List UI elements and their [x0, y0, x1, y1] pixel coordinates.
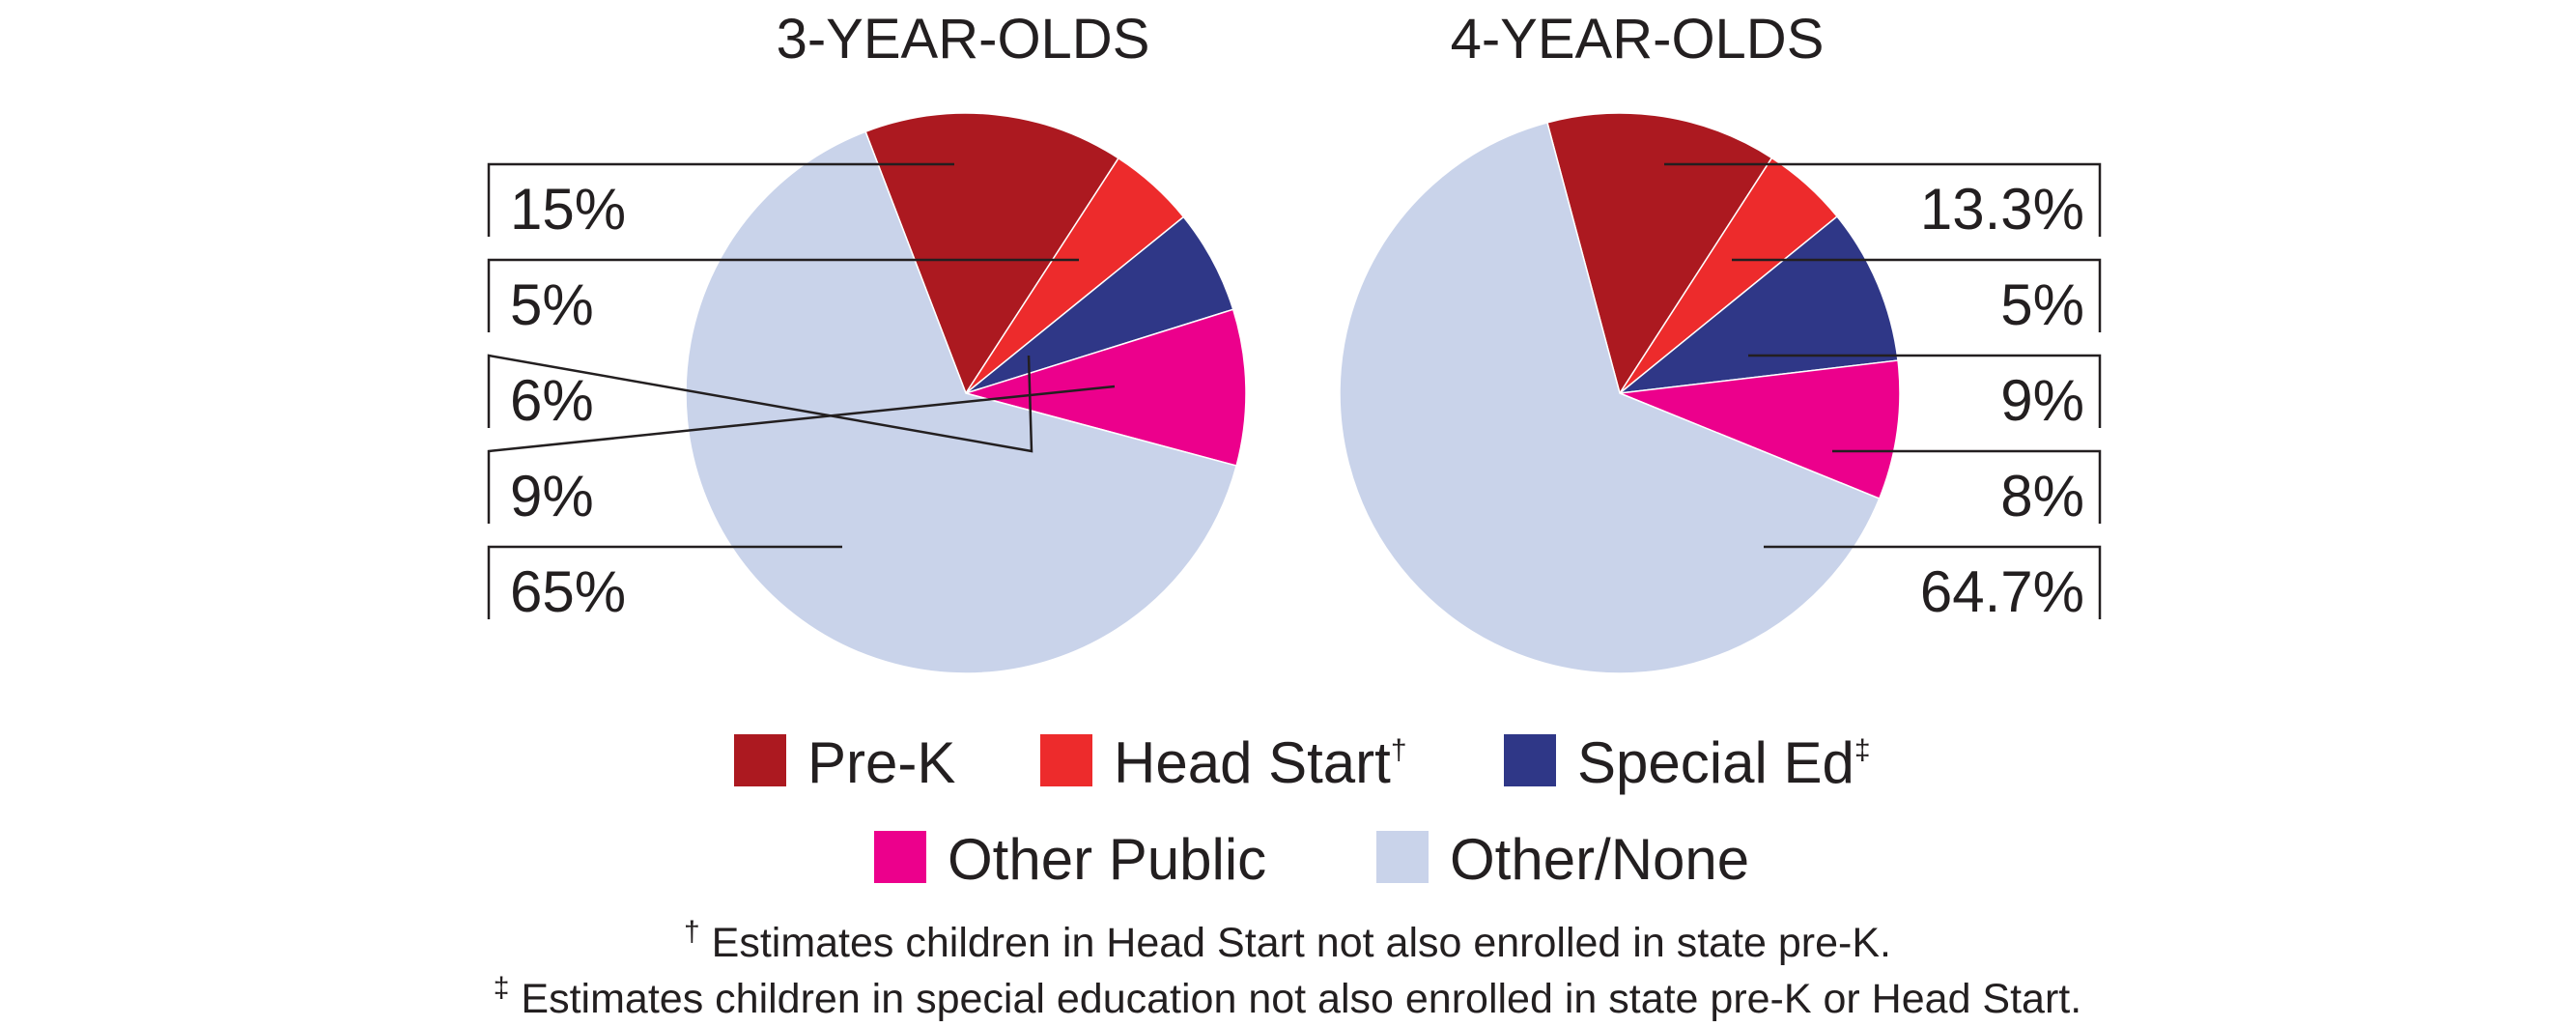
legend-mark: ‡ — [1854, 734, 1871, 766]
callout-line-special-ed — [1748, 354, 2102, 428]
chart-title: 3-YEAR-OLDS — [777, 8, 1150, 71]
legend-mark: † — [1391, 734, 1407, 766]
chart-title: 4-YEAR-OLDS — [1451, 8, 1825, 71]
legend-label-pre-k: Pre-K — [807, 730, 955, 795]
data-label-other-none: 65% — [510, 559, 626, 624]
legend-label-other-none: Other/None — [1450, 827, 1749, 892]
callout-line-special-ed — [487, 354, 1033, 453]
pie-chart-3-year-olds: 3-YEAR-OLDS 15% 5% 6% 9% 65% — [487, 8, 1247, 674]
data-label-pre-k: 15% — [510, 177, 626, 242]
footnote-1: † Estimates children in Head Start not a… — [684, 916, 1891, 966]
legend-item-other-none: Other/None — [1376, 827, 1749, 892]
callout-line-other-public — [1832, 449, 2102, 524]
legend-label-other-public: Other Public — [948, 827, 1266, 892]
legend-swatch-special-ed — [1504, 734, 1556, 786]
footnote-text: Estimates children in special education … — [509, 976, 2081, 1022]
callout-line-other-none — [1764, 545, 2102, 619]
pie-slice-other-none — [1339, 121, 1881, 674]
legend-swatch-other-none — [1376, 831, 1429, 883]
callout-line-head-start — [1732, 258, 2102, 332]
legend-item-other-public: Other Public — [874, 827, 1266, 892]
footnote-mark: ‡ — [494, 972, 510, 1004]
data-label-head-start: 5% — [510, 272, 594, 337]
callout-line-pre-k — [1664, 162, 2102, 237]
footnotes: † Estimates children in Head Start not a… — [494, 916, 2081, 1022]
callout-line-other-public — [487, 385, 1116, 524]
data-label-special-ed: 6% — [510, 368, 594, 433]
data-label-other-public: 9% — [510, 464, 594, 528]
legend-label-head-start: Head Start† — [1114, 730, 1407, 795]
legend-swatch-other-public — [874, 831, 926, 883]
legend: Pre-K Head Start† Special Ed‡ Other Public O… — [734, 730, 1871, 892]
footnote-mark: † — [684, 916, 700, 948]
pie-slice-pre-k — [864, 112, 1119, 395]
legend-item-special-ed: Special Ed‡ — [1504, 730, 1871, 795]
data-label-other-public: 8% — [2000, 464, 2084, 528]
legend-swatch-pre-k — [734, 734, 786, 786]
data-label-pre-k: 13.3% — [1920, 177, 2084, 242]
legend-label-special-ed: Special Ed‡ — [1577, 730, 1871, 795]
legend-item-head-start: Head Start† — [1040, 730, 1407, 795]
pie-chart-4-year-olds: 4-YEAR-OLDS 13.3% 5% 9% 8% 64.7% — [1339, 8, 2102, 674]
callout-line-other-none — [487, 545, 842, 619]
footnote-text: Estimates children in Head Start not als… — [700, 920, 1891, 966]
data-label-head-start: 5% — [2000, 272, 2084, 337]
callout-line-pre-k — [487, 162, 954, 237]
legend-swatch-head-start — [1040, 734, 1092, 786]
callout-line-head-start — [487, 258, 1079, 332]
pie-slice-other-public — [1619, 359, 1901, 499]
pie-slice-pre-k — [1546, 112, 1773, 395]
legend-item-pre-k: Pre-K — [734, 730, 955, 795]
data-label-special-ed: 9% — [2000, 368, 2084, 433]
footnote-2: ‡ Estimates children in special educatio… — [494, 972, 2081, 1022]
data-label-other-none: 64.7% — [1920, 559, 2084, 624]
